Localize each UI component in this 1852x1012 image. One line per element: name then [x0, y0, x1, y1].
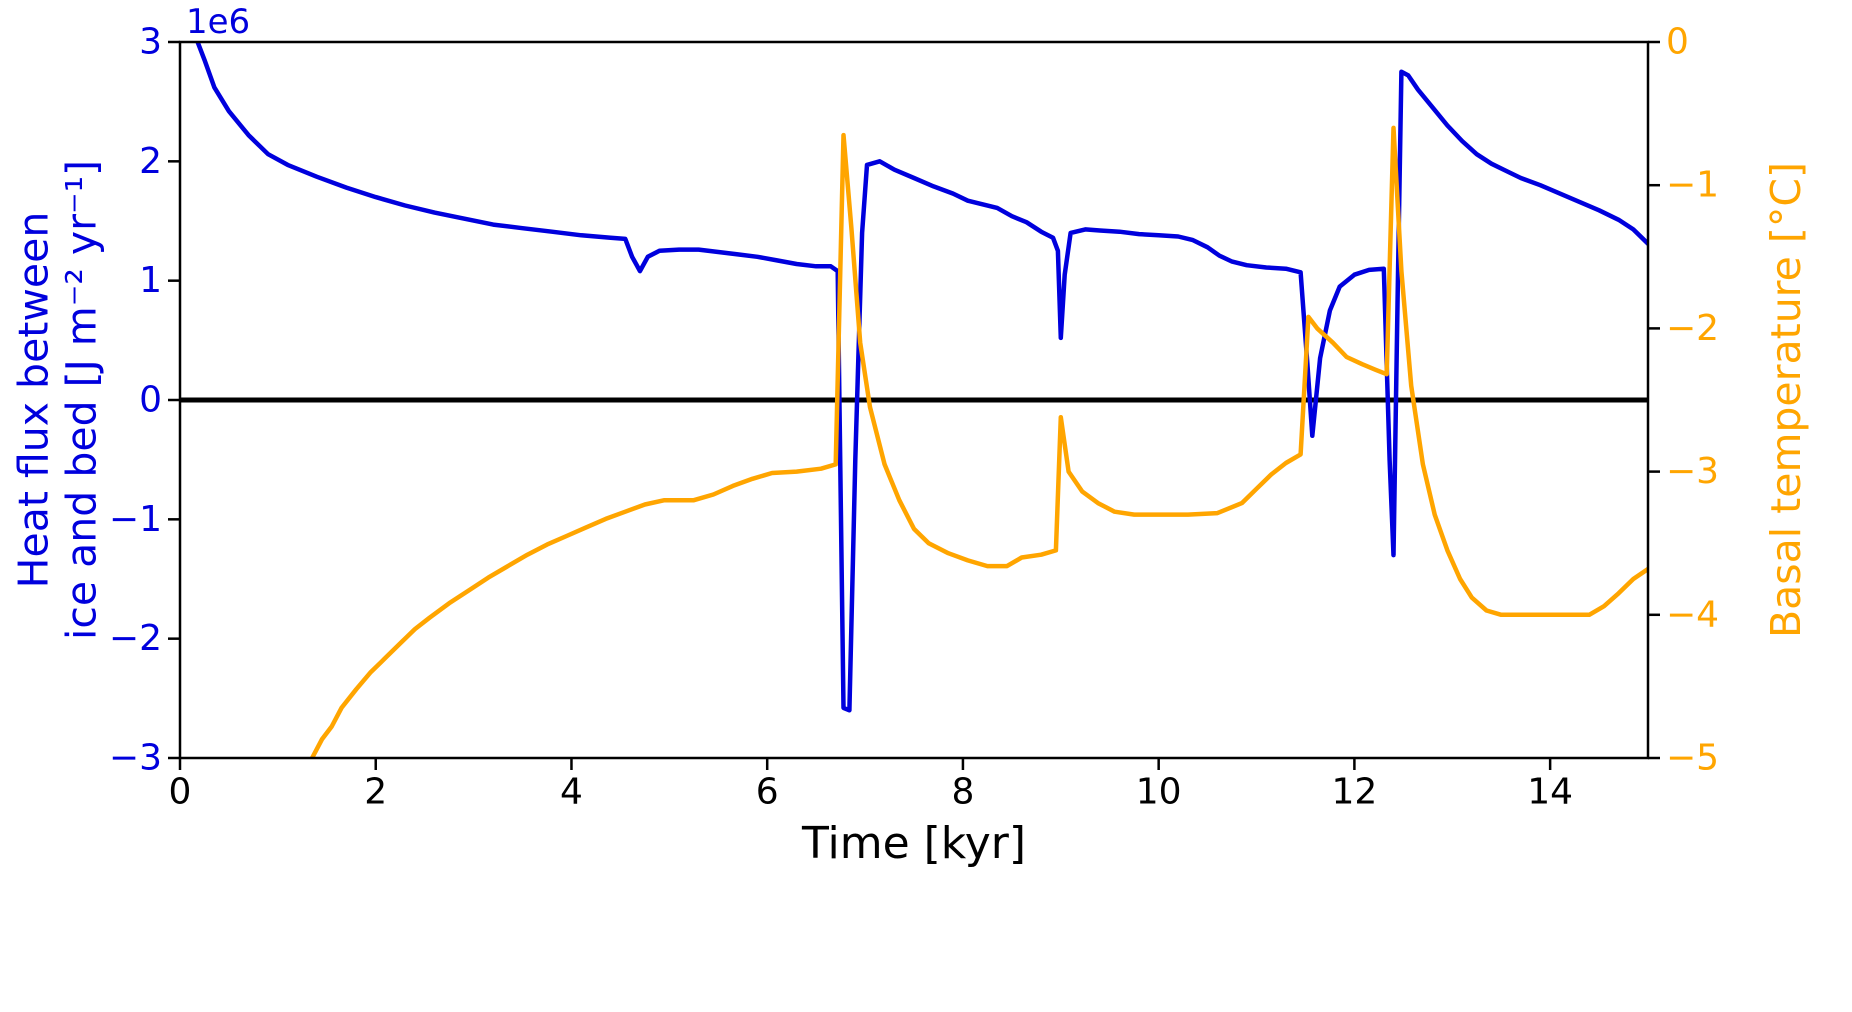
- left-y-tick-label: 2: [139, 141, 162, 182]
- right-y-axis-label: Basal temperature [°C]: [1762, 161, 1810, 639]
- heat-flux-line: [195, 42, 1648, 713]
- left-y-tick-label: 3: [139, 22, 162, 63]
- left-y-tick-label: −3: [109, 738, 162, 779]
- x-tick-label: 4: [560, 772, 583, 813]
- basal-temperature-line: [309, 125, 1648, 758]
- right-y-tick-label: −3: [1666, 451, 1719, 492]
- left-y-tick-label: −1: [109, 499, 162, 540]
- right-y-tick-label: −5: [1666, 738, 1719, 779]
- x-tick-label: 2: [364, 772, 387, 813]
- left-y-axis-offset-text: 1e6: [186, 2, 251, 42]
- x-axis-label: Time [kyr]: [801, 818, 1027, 869]
- right-y-tick-label: −4: [1666, 594, 1719, 635]
- right-y-axis-ticks: −5 −4 −3 −2 −1 0: [1648, 22, 1719, 779]
- left-y-axis-ticks: −3 −2 −1 0 1 2 3: [109, 22, 180, 779]
- x-tick-label: 10: [1136, 772, 1182, 813]
- x-tick-label: 0: [169, 772, 192, 813]
- right-y-tick-label: 0: [1666, 22, 1689, 63]
- left-y-tick-label: −2: [109, 618, 162, 659]
- x-tick-label: 12: [1331, 772, 1377, 813]
- x-axis-ticks: 0 2 4 6 8 10 12 14: [169, 758, 1573, 813]
- left-y-axis-label-line1: Heat flux between: [9, 211, 58, 589]
- x-tick-label: 14: [1527, 772, 1573, 813]
- right-y-tick-label: −2: [1666, 308, 1719, 349]
- left-y-tick-label: 1: [139, 260, 162, 301]
- x-tick-label: 8: [951, 772, 974, 813]
- left-y-axis-label-line2: ice and bed [J m⁻² yr⁻¹]: [58, 159, 106, 641]
- x-tick-label: 6: [756, 772, 779, 813]
- right-y-tick-label: −1: [1666, 165, 1719, 206]
- left-y-tick-label: 0: [139, 380, 162, 421]
- left-y-axis-label: Heat flux between ice and bed [J m⁻² yr⁻…: [10, 160, 107, 640]
